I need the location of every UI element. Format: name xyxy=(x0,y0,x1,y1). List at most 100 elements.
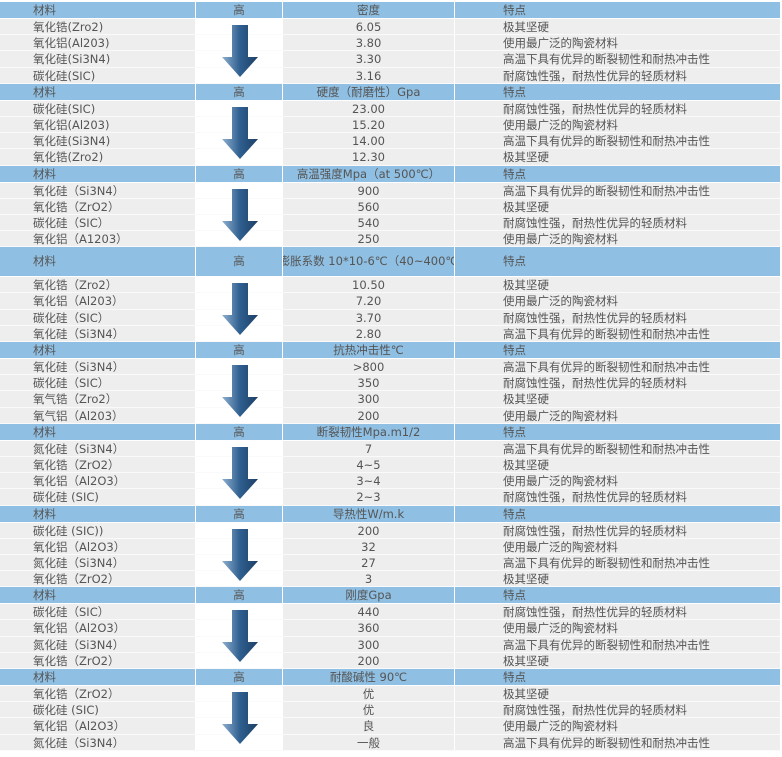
feature-cell: 极其坚硬 xyxy=(503,653,549,668)
header-cell-col1: 材料 xyxy=(0,165,196,182)
material-cell: 氧化锆（ZrO2） xyxy=(0,456,196,473)
header-row: 材料高高温强度Mpa（at 500℃） 特点 xyxy=(0,165,780,183)
value-cell: 3.16 xyxy=(283,67,455,83)
table-row: 氧化铝(Al203) 15.20 使用最广泛的陶瓷材料 xyxy=(0,116,780,134)
material-cell: 氧化锆（ZrO2） xyxy=(0,686,196,702)
header-cell-col4: 特点 xyxy=(503,506,526,521)
material-cell: 碳化硅（SIC） xyxy=(0,604,196,620)
section: 材料高断裂韧性Mpa.m1/2 特点 氮化硅（Si3N4） 7 高温下具有优异的断裂韧性… xyxy=(0,423,780,506)
feature-cell: 极其坚硬 xyxy=(503,278,549,293)
material-cell: 氧化硅(Si3N4) xyxy=(0,133,196,149)
table-row: 氧气锆（Zro2） 300 极其坚硬 xyxy=(0,391,780,408)
material-cell: 氮化硅（Si3N4） xyxy=(0,554,196,571)
table-row: 氮化硅（Si3N4） 27 高温下具有优异的断裂韧性和耐热冲击性 xyxy=(0,554,780,572)
feature-cell: 使用最广泛的陶瓷材料 xyxy=(503,294,618,309)
material-cell: 氧化铝（Al2O3） xyxy=(0,538,196,554)
feature-cell: 极其坚硬 xyxy=(503,150,549,165)
header-cell-col2: 高 xyxy=(196,587,283,604)
material-cell: 氧化锆（Zro2） xyxy=(0,277,196,293)
material-cell: 氧化硅（Si3N4） xyxy=(0,182,196,198)
material-cell: 氧气铝（Al203） xyxy=(0,407,196,423)
value-cell: 优 xyxy=(283,686,455,702)
down-arrow-icon xyxy=(222,528,258,584)
header-row: 材料高热膨胀系数 10*10-6℃（40~400℃） 特点 xyxy=(0,247,780,278)
table-row: 碳化硅 (SIC) 优 耐腐蚀性强，耐热性优异的轻质材料 xyxy=(0,702,780,719)
table-row: 氧化铝（Al2O3） 良 使用最广泛的陶瓷材料 xyxy=(0,718,780,735)
table-row: 氧化锆（ZrO2） 200 极其坚硬 xyxy=(0,652,780,669)
header-row: 材料高耐酸碱性 90℃ 特点 xyxy=(0,669,780,686)
value-cell: 14.00 xyxy=(283,133,455,149)
down-arrow-icon xyxy=(222,446,258,502)
material-cell: 碳化硅(SIC) xyxy=(0,100,196,116)
header-row: 材料高抗热冲击性℃ 特点 xyxy=(0,342,780,359)
table-row: 碳化硅(SIC) 3.16 耐腐蚀性强，耐热性优异的轻质材料 xyxy=(0,67,780,84)
material-cell: 碳化硅 (SIC)) xyxy=(0,522,196,538)
table-row: 氧化锆（ZrO2） 优 极其坚硬 xyxy=(0,686,780,703)
value-cell: 900 xyxy=(283,182,455,198)
feature-cell: 耐腐蚀性强，耐热性优异的轻质材料 xyxy=(503,376,687,391)
table-row: 氧化铝（Al2O3） 32 使用最广泛的陶瓷材料 xyxy=(0,538,780,555)
feature-cell: 极其坚硬 xyxy=(503,457,549,472)
table-row: 氮化硅（Si3N4） 300 高温下具有优异的断裂韧性和耐热冲击性 xyxy=(0,636,780,653)
value-cell: 23.00 xyxy=(283,100,455,116)
header-cell-col3: 热膨胀系数 10*10-6℃（40~400℃） xyxy=(283,247,455,277)
value-cell: 3 xyxy=(283,571,455,587)
material-cell: 碳化硅(SIC) xyxy=(0,67,196,83)
table-row: 氧化铝（Al2O3） 360 使用最广泛的陶瓷材料 xyxy=(0,620,780,637)
feature-cell: 使用最广泛的陶瓷材料 xyxy=(503,117,618,132)
down-arrow-icon xyxy=(222,365,258,420)
feature-cell: 高温下具有优异的断裂韧性和耐热冲击性 xyxy=(503,555,710,570)
table-row: 氧化硅(Si3N4) 3.30 高温下具有优异的断裂韧性和耐热冲击性 xyxy=(0,51,780,68)
feature-cell: 高温下具有优异的断裂韧性和耐热冲击性 xyxy=(503,52,710,67)
table-row: 氮化硅（Si3N4） 7 高温下具有优异的断裂韧性和耐热冲击性 xyxy=(0,440,780,457)
feature-cell: 高温下具有优异的断裂韧性和耐热冲击性 xyxy=(503,360,710,374)
material-cell: 氮化硅（Si3N4） xyxy=(0,734,196,750)
table-row: 碳化硅（SIC） 3.70 耐腐蚀性强，耐热性优异的轻质材料 xyxy=(0,309,780,326)
material-cell: 氧化锆(Zro2) xyxy=(0,19,196,35)
material-cell: 碳化硅（SIC） xyxy=(0,375,196,391)
value-cell: 300 xyxy=(283,636,455,652)
material-cell: 氧化铝(Al203) xyxy=(0,116,196,133)
table-row: 碳化硅（SIC） 350 耐腐蚀性强，耐热性优异的轻质材料 xyxy=(0,375,780,392)
table-row: 氧化锆（ZrO2） 3 极其坚硬 xyxy=(0,571,780,588)
down-arrow-icon xyxy=(222,692,258,747)
material-cell: 氧化铝（Al2O3） xyxy=(0,620,196,636)
feature-cell: 使用最广泛的陶瓷材料 xyxy=(503,408,618,423)
value-cell: 优 xyxy=(283,702,455,718)
feature-cell: 使用最广泛的陶瓷材料 xyxy=(503,474,618,489)
table-row: 氧化锆(Zro2) 12.30 极其坚硬 xyxy=(0,149,780,166)
feature-cell: 耐腐蚀性强，耐热性优异的轻质材料 xyxy=(503,215,687,230)
table-row: 氧化铝（Al203） 7.20 使用最广泛的陶瓷材料 xyxy=(0,293,780,310)
material-cell: 氧化铝（Al2O3） xyxy=(0,718,196,734)
header-cell-col1: 材料 xyxy=(0,669,196,685)
header-cell-col3: 密度 xyxy=(283,2,455,18)
material-cell: 氧化铝(Al203) xyxy=(0,35,196,51)
header-cell-col1: 材料 xyxy=(0,2,196,18)
table-row: 氧化铝（A1203） 250 使用最广泛的陶瓷材料 xyxy=(0,231,780,248)
value-cell: 3~4 xyxy=(283,473,455,489)
section: 材料高耐酸碱性 90℃ 特点 氧化锆（ZrO2）优极其坚硬 碳化硅 (SIC) 优耐腐蚀… xyxy=(0,669,780,751)
header-cell-col1: 材料 xyxy=(0,587,196,604)
value-cell: 200 xyxy=(283,652,455,668)
material-cell: 氧化硅（Si3N4） xyxy=(0,325,196,341)
feature-cell: 使用最广泛的陶瓷材料 xyxy=(503,719,618,734)
table-row: 氧化硅（Si3N4） 900 高温下具有优异的断裂韧性和耐热冲击性 xyxy=(0,182,780,199)
table-row: 碳化硅 (SIC) 2~3 耐腐蚀性强，耐热性优异的轻质材料 xyxy=(0,489,780,506)
table-row: 碳化硅（SIC） 440 耐腐蚀性强，耐热性优异的轻质材料 xyxy=(0,604,780,621)
header-row: 材料高导热性W/m.k 特点 xyxy=(0,505,780,523)
material-cell: 氧化硅(Si3N4) xyxy=(0,51,196,67)
value-cell: 7 xyxy=(283,440,455,456)
value-cell: 3.80 xyxy=(283,35,455,51)
header-cell-col4: 特点 xyxy=(503,166,526,181)
header-row: 材料高硬度（耐磨性）Gpa 特点 xyxy=(0,83,780,101)
material-cell: 碳化硅（SIC） xyxy=(0,214,196,231)
header-cell-col4: 特点 xyxy=(503,424,526,439)
section: 材料高硬度（耐磨性）Gpa 特点 碳化硅(SIC) 23.00 耐腐蚀性强，耐热性优异的… xyxy=(0,83,780,166)
feature-cell: 耐腐蚀性强，耐热性优异的轻质材料 xyxy=(503,490,687,505)
down-arrow-icon xyxy=(222,283,258,338)
value-cell: 350 xyxy=(283,375,455,391)
table-row: 氧化锆（ZrO2） 560 极其坚硬 xyxy=(0,198,780,215)
header-cell-col1: 材料 xyxy=(0,83,196,100)
section: 材料高导热性W/m.k 特点 碳化硅 (SIC)) 200 耐腐蚀性强，耐热性优异的轻质… xyxy=(0,505,780,588)
